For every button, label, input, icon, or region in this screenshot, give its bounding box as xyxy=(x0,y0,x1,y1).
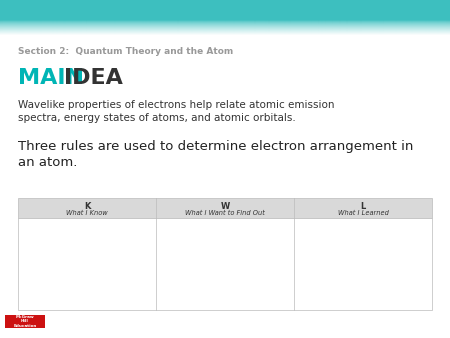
Bar xyxy=(5,315,45,328)
Bar xyxy=(18,198,432,218)
Text: Section 2:  Quantum Theory and the Atom: Section 2: Quantum Theory and the Atom xyxy=(18,47,233,56)
Text: IDEA: IDEA xyxy=(64,68,123,88)
Text: MAIN: MAIN xyxy=(18,68,84,88)
Text: W: W xyxy=(220,202,230,211)
Bar xyxy=(0,0,450,20)
Text: What I Want to Find Out: What I Want to Find Out xyxy=(185,210,265,216)
Text: L: L xyxy=(360,202,365,211)
Text: What I Learned: What I Learned xyxy=(338,210,388,216)
Text: Three rules are used to determine electron arrangement in
an atom.: Three rules are used to determine electr… xyxy=(18,140,414,169)
Text: K: K xyxy=(84,202,90,211)
Bar xyxy=(18,218,432,310)
Text: What I Know: What I Know xyxy=(66,210,108,216)
Text: Wavelike properties of electrons help relate atomic emission
spectra, energy sta: Wavelike properties of electrons help re… xyxy=(18,100,334,123)
Text: McGraw
Hill
Education: McGraw Hill Education xyxy=(14,315,37,328)
